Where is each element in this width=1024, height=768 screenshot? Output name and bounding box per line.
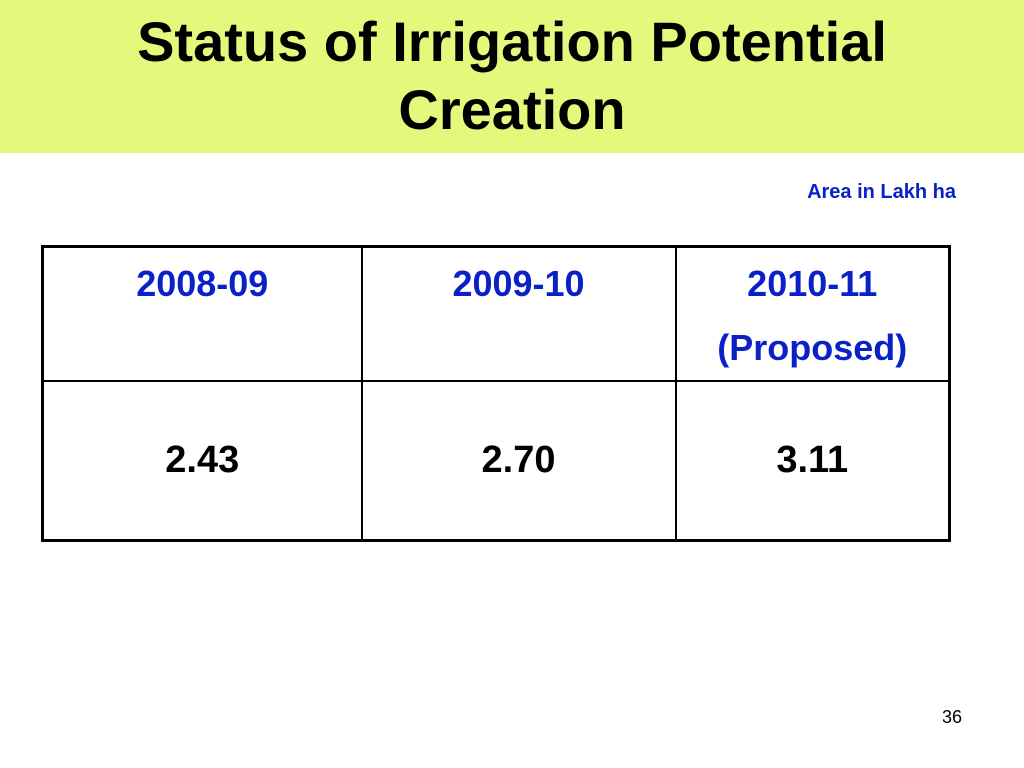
header-cell-2008-09: 2008-09 xyxy=(41,245,363,382)
unit-note: Area in Lakh ha xyxy=(807,181,956,203)
title-line-2: Creation xyxy=(398,78,626,141)
header-cell-2010-11: 2010-11 (Proposed) xyxy=(674,245,951,382)
page-number: 36 xyxy=(941,707,962,727)
header-year: 2010-11 xyxy=(747,263,878,304)
header-row: 2008-09 2009-10 2010-11 (Proposed) xyxy=(41,245,951,382)
header-cell-2009-10: 2009-10 xyxy=(360,245,677,382)
value-cell-2008-09: 2.43 xyxy=(41,380,363,541)
header-note: (Proposed) xyxy=(717,327,908,368)
value-cell-2010-11: 3.11 xyxy=(674,380,951,541)
value-cell-2009-10: 2.70 xyxy=(360,380,677,541)
header-year: 2008-09 xyxy=(136,263,269,304)
header-year: 2009-10 xyxy=(452,263,585,304)
value-row: 2.43 2.70 3.11 xyxy=(41,380,951,541)
title-band xyxy=(0,0,1024,153)
slide-title: Status of Irrigation Potential Creation xyxy=(0,8,1024,144)
title-line-1: Status of Irrigation Potential xyxy=(137,10,887,73)
irrigation-table: 2008-09 2009-10 2010-11 (Proposed) 2.43 … xyxy=(41,245,951,542)
